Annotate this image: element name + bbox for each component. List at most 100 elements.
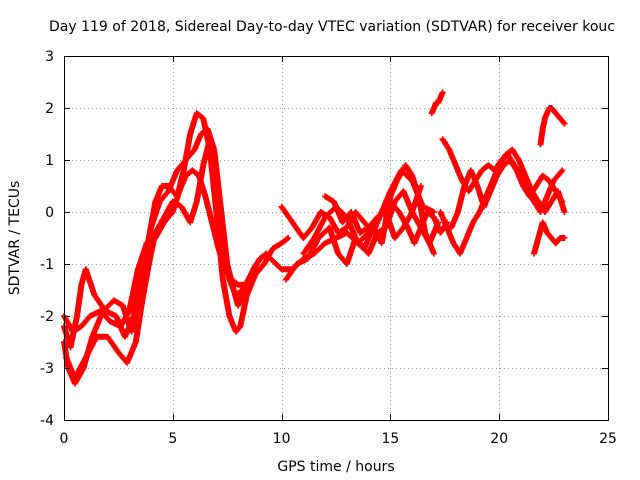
- data-point: [291, 221, 294, 224]
- y-tick-label: -4: [40, 413, 54, 429]
- data-point: [208, 137, 212, 141]
- data-point: [410, 210, 414, 214]
- data-point: [439, 96, 442, 99]
- data-point: [127, 309, 131, 313]
- data-point: [478, 210, 481, 214]
- data-point: [106, 335, 109, 339]
- series-track-7: [283, 162, 437, 283]
- data-point: [258, 257, 262, 261]
- data-point: [432, 252, 436, 256]
- data-point: [441, 137, 444, 141]
- data-point: [214, 169, 218, 172]
- data-point: [295, 262, 299, 266]
- data-point: [454, 163, 458, 167]
- data-point: [193, 148, 197, 152]
- data-point: [206, 127, 210, 131]
- data-point: [508, 158, 512, 162]
- data-point: [541, 174, 545, 178]
- data-point: [140, 267, 144, 271]
- y-tick-label: 1: [45, 153, 54, 169]
- data-point: [356, 241, 360, 245]
- data-point: [550, 236, 553, 240]
- data-point: [195, 200, 199, 204]
- data-point: [354, 210, 357, 214]
- data-point: [80, 283, 83, 287]
- data-point: [432, 215, 436, 219]
- data-point: [134, 340, 138, 344]
- data-point: [393, 236, 397, 240]
- series-track-15: [531, 219, 568, 257]
- data-point: [199, 132, 203, 136]
- data-point: [545, 111, 549, 115]
- data-point: [201, 117, 205, 120]
- data-point: [439, 231, 442, 235]
- data-point: [541, 221, 545, 224]
- data-point: [510, 148, 514, 152]
- data-point: [149, 226, 153, 230]
- data-point: [480, 169, 484, 172]
- data-point: [563, 122, 566, 125]
- data-point: [323, 241, 327, 245]
- data-point: [95, 335, 98, 339]
- data-point: [541, 127, 545, 131]
- data-point: [449, 226, 453, 230]
- data-point: [154, 236, 157, 240]
- data-point: [230, 278, 234, 281]
- data-point: [175, 169, 179, 172]
- data-point: [375, 215, 379, 219]
- data-point: [430, 111, 434, 115]
- data-point: [114, 314, 118, 318]
- y-tick-label: -3: [40, 361, 54, 377]
- x-axis-label: GPS time / hours: [277, 459, 394, 475]
- data-point: [375, 231, 379, 235]
- data-point: [393, 200, 397, 204]
- data-point: [154, 200, 157, 204]
- data-point: [319, 210, 323, 214]
- y-tick-label: -2: [40, 309, 54, 325]
- data-point: [119, 325, 122, 328]
- data-point: [195, 111, 199, 115]
- data-point: [471, 221, 475, 224]
- y-tick-label: 2: [45, 101, 54, 117]
- data-point: [336, 252, 340, 256]
- data-point: [345, 226, 349, 230]
- data-point: [447, 148, 451, 152]
- data-point: [123, 335, 127, 339]
- data-point: [545, 231, 549, 235]
- data-point: [534, 184, 538, 188]
- data-point: [560, 200, 564, 204]
- data-point: [419, 184, 423, 188]
- data-point: [160, 184, 164, 188]
- data-point: [234, 293, 238, 297]
- data-point: [112, 299, 116, 302]
- data-point: [539, 143, 542, 146]
- data-point: [204, 195, 207, 198]
- series-track-4: [61, 167, 248, 335]
- data-point: [132, 314, 136, 318]
- chart-title: Day 119 of 2018, Sidereal Day-to-day VTE…: [49, 19, 615, 35]
- data-point: [445, 226, 449, 230]
- data-point: [486, 163, 490, 167]
- data-point: [434, 101, 438, 105]
- data-point: [217, 247, 220, 250]
- data-point: [323, 195, 327, 198]
- data-point: [265, 252, 268, 256]
- data-point: [410, 174, 414, 178]
- data-point: [191, 169, 194, 172]
- data-point: [184, 158, 188, 162]
- data-point: [469, 169, 473, 172]
- data-point: [332, 200, 336, 204]
- data-point: [537, 236, 540, 240]
- data-point: [384, 210, 388, 214]
- data-point: [554, 111, 558, 115]
- data-point: [310, 226, 314, 230]
- x-tick-label: 20: [490, 431, 508, 447]
- data-point: [495, 174, 499, 178]
- data-point: [362, 221, 366, 224]
- data-point: [345, 262, 349, 266]
- data-point: [271, 247, 275, 250]
- x-tick-label: 25: [599, 431, 617, 447]
- y-tick-label: 0: [45, 205, 54, 221]
- data-point: [441, 91, 444, 94]
- data-point: [214, 210, 218, 214]
